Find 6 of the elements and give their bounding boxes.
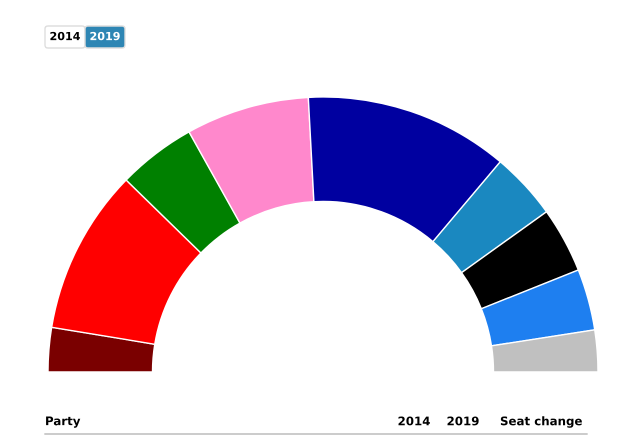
text: 2014 (50, 32, 80, 40)
text: 2019 (448, 416, 479, 426)
text: 2014 (398, 416, 430, 426)
text: 2019 (90, 32, 120, 40)
text: Seat change (500, 416, 582, 428)
text: Party (46, 416, 80, 428)
